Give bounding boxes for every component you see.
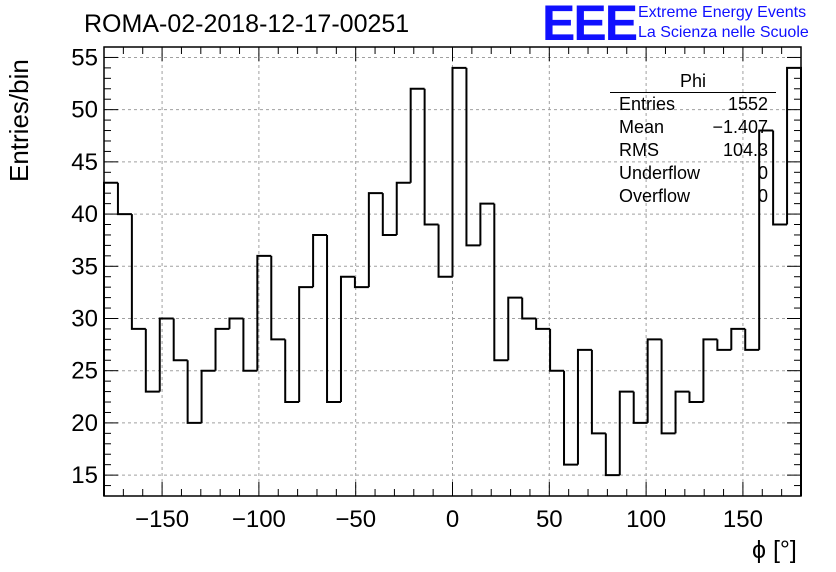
y-tick-label: 20 xyxy=(71,410,98,437)
x-tick-label: −150 xyxy=(135,506,189,533)
stats-row-mean: Mean −1.407 xyxy=(610,116,776,139)
y-tick-label: 25 xyxy=(71,358,98,385)
histogram-bin xyxy=(535,318,551,330)
histogram-bin xyxy=(758,129,774,350)
histogram-bin xyxy=(660,339,676,435)
histogram-bin xyxy=(367,192,383,288)
histogram-bin xyxy=(646,338,662,423)
histogram-bin xyxy=(674,390,690,434)
org-name-line1: Extreme Energy Events xyxy=(638,4,807,21)
y-axis-label: Entries/bin xyxy=(4,59,34,182)
y-tick-label: 45 xyxy=(71,149,98,176)
stats-key: Underflow xyxy=(619,163,701,183)
stats-row-underflow: Underflow 0 xyxy=(610,162,776,185)
x-tick-label: −50 xyxy=(335,506,376,533)
eee-logo: EEE xyxy=(542,0,638,51)
histogram-bin xyxy=(549,328,565,372)
histogram-bin xyxy=(298,286,314,403)
plot-title: ROMA-02-2018-12-17-00251 xyxy=(84,10,410,38)
stats-key: Overflow xyxy=(619,186,691,206)
histogram-bin xyxy=(270,255,286,341)
histogram-bin xyxy=(395,181,411,235)
x-tick-label: 0 xyxy=(446,506,459,533)
y-tick-label: 15 xyxy=(71,462,98,489)
histogram-bin xyxy=(786,66,802,496)
histogram-bin xyxy=(507,296,523,361)
stats-row-overflow: Overflow 0 xyxy=(610,185,776,208)
histogram-bin xyxy=(353,276,369,289)
stats-row-rms: RMS 104.3 xyxy=(610,139,776,162)
stats-key: RMS xyxy=(619,140,659,160)
histogram-bin xyxy=(576,348,592,465)
histogram-bin xyxy=(772,130,788,226)
y-tick-label: 30 xyxy=(71,305,98,332)
histogram-bin xyxy=(493,203,509,362)
histogram-bin xyxy=(688,391,704,404)
histogram-bin xyxy=(451,66,467,277)
y-tick-label: 55 xyxy=(71,44,98,71)
histogram-bin xyxy=(228,317,244,329)
stats-value: 0 xyxy=(757,163,768,183)
stats-value: −1.407 xyxy=(712,117,768,137)
histogram-bin xyxy=(242,318,258,372)
stats-value: 0 xyxy=(757,186,768,206)
org-name-line2: La Scienza nelle Scuole xyxy=(638,24,809,41)
histogram-bin xyxy=(702,338,718,403)
x-tick-label: 150 xyxy=(723,506,763,533)
histogram-bin xyxy=(716,339,732,351)
histogram-bin xyxy=(172,318,188,362)
histogram-bin xyxy=(465,67,481,247)
histogram-bin xyxy=(744,328,760,351)
x-tick-label: −100 xyxy=(232,506,286,533)
histogram-bin xyxy=(200,369,216,423)
y-tick-label: 40 xyxy=(71,201,98,228)
x-tick-label: 100 xyxy=(626,506,666,533)
stats-value: 104.3 xyxy=(722,140,768,160)
histogram-bin xyxy=(130,214,146,330)
histogram-bin xyxy=(158,317,174,392)
histogram-bin xyxy=(632,391,648,424)
histogram-bin xyxy=(604,433,620,477)
histogram-bin xyxy=(409,87,425,183)
histogram-bin xyxy=(730,327,746,350)
histogram-bin xyxy=(326,234,341,404)
histogram-bin xyxy=(437,224,453,278)
histogram-bin xyxy=(563,370,578,466)
stats-key: Entries xyxy=(619,94,676,114)
histogram-bin xyxy=(312,233,328,288)
x-tick-label: 50 xyxy=(536,506,563,533)
y-tick-label: 35 xyxy=(71,253,98,280)
histogram-bin xyxy=(521,297,537,320)
histogram-bin xyxy=(618,390,634,476)
histogram-bin xyxy=(256,254,272,371)
stats-row-entries: Entries 1552 xyxy=(610,93,776,116)
histogram-bin xyxy=(144,328,160,393)
histogram-bin xyxy=(116,182,132,216)
stats-box: Phi Entries 1552 Mean −1.407 RMS 104.3 U… xyxy=(610,70,776,208)
stats-title: Phi xyxy=(610,70,776,93)
x-axis-label: ϕ [°] xyxy=(752,536,797,564)
histogram-bin xyxy=(186,360,202,424)
y-tick-label: 50 xyxy=(71,97,98,124)
plot-frame xyxy=(103,46,802,497)
stats-key: Mean xyxy=(619,117,665,137)
histogram-bin xyxy=(381,193,397,236)
histogram-bin xyxy=(423,88,439,226)
stats-value: 1552 xyxy=(727,94,768,114)
histogram-bin xyxy=(339,275,355,403)
histogram-bin xyxy=(214,327,230,371)
histogram-bin xyxy=(590,349,606,435)
histogram-bin xyxy=(284,339,300,404)
histogram-bin xyxy=(479,202,495,246)
